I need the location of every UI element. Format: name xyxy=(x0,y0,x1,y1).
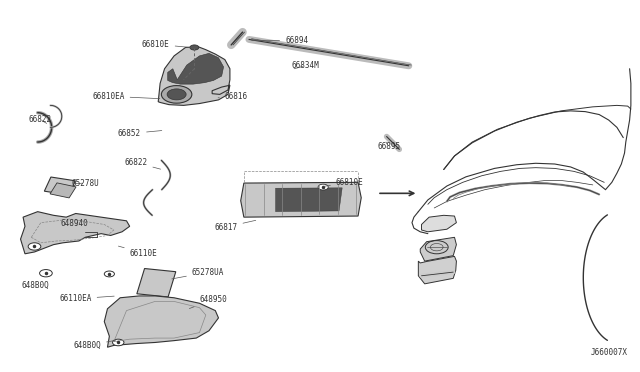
Polygon shape xyxy=(420,237,456,261)
Text: 66810E: 66810E xyxy=(324,178,364,187)
Text: 65278U: 65278U xyxy=(72,179,99,187)
Text: 648B0Q: 648B0Q xyxy=(74,340,115,350)
Circle shape xyxy=(28,243,41,250)
Polygon shape xyxy=(50,183,76,198)
Polygon shape xyxy=(137,269,176,297)
Polygon shape xyxy=(104,296,218,347)
Text: 66895: 66895 xyxy=(377,142,400,151)
Text: 66817: 66817 xyxy=(214,220,256,231)
Text: 648950: 648950 xyxy=(189,295,227,308)
Polygon shape xyxy=(241,182,361,217)
Circle shape xyxy=(318,184,328,190)
Text: 66822: 66822 xyxy=(28,115,51,124)
Text: 66810EA: 66810EA xyxy=(92,92,160,101)
Text: 648940: 648940 xyxy=(61,218,88,228)
Text: 66110E: 66110E xyxy=(118,246,157,257)
Circle shape xyxy=(113,339,124,346)
Text: 65278UA: 65278UA xyxy=(172,267,224,279)
Text: 66110EA: 66110EA xyxy=(60,294,114,303)
Text: 66816: 66816 xyxy=(218,92,248,101)
Text: 66810E: 66810E xyxy=(142,40,191,49)
Circle shape xyxy=(190,45,199,50)
Text: J660007X: J660007X xyxy=(591,349,628,357)
Circle shape xyxy=(167,89,186,100)
Text: 66852: 66852 xyxy=(118,129,162,138)
Circle shape xyxy=(161,86,192,103)
Text: 66822: 66822 xyxy=(124,158,161,169)
Circle shape xyxy=(40,270,52,277)
Polygon shape xyxy=(276,188,342,212)
Circle shape xyxy=(104,271,115,277)
Polygon shape xyxy=(168,53,223,84)
Text: 66894: 66894 xyxy=(252,36,308,45)
Polygon shape xyxy=(20,212,130,254)
Polygon shape xyxy=(422,215,456,232)
Polygon shape xyxy=(419,256,456,284)
Polygon shape xyxy=(44,177,76,195)
Polygon shape xyxy=(158,47,230,105)
Text: 648B0Q: 648B0Q xyxy=(22,276,49,290)
Text: 66834M: 66834M xyxy=(291,61,319,70)
